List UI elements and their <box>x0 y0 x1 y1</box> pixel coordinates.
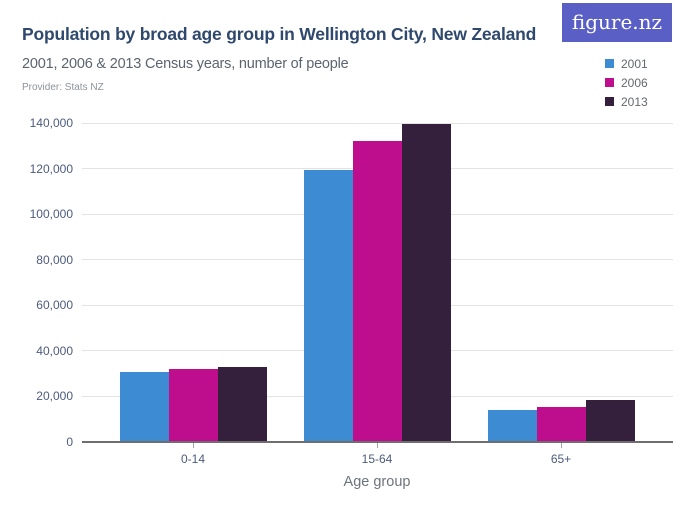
bar-2001-15-64[interactable] <box>303 170 353 442</box>
legend-label-2013: 2013 <box>621 94 648 109</box>
legend: 2001 2006 2013 <box>605 54 648 111</box>
bar-2006-0-14[interactable] <box>168 369 218 442</box>
x-axis-line <box>82 440 673 443</box>
x-tick-label-0-14: 0-14 <box>180 452 206 466</box>
gridline-140,000 <box>82 122 673 124</box>
legend-label-2006: 2006 <box>621 75 648 90</box>
y-tick-label-0: 0 <box>66 434 73 449</box>
y-tick-label-80,000: 80,000 <box>36 252 73 267</box>
legend-label-2001: 2001 <box>621 56 648 71</box>
x-tick-0-14 <box>192 442 194 448</box>
legend-swatch-2001 <box>605 59 614 68</box>
x-tick-65+ <box>560 442 562 448</box>
y-tick-label-140,000: 140,000 <box>29 116 73 130</box>
y-tick-label-120,000: 120,000 <box>29 161 73 176</box>
x-tick-label-15-64: 15-64 <box>361 452 393 466</box>
x-tick-label-65+: 65+ <box>550 452 572 466</box>
page-title: Population by broad age group in Welling… <box>22 24 537 44</box>
bar-2006-65+[interactable] <box>536 407 586 442</box>
legend-item-2006[interactable]: 2006 <box>605 73 648 92</box>
x-axis-title: Age group <box>343 474 411 490</box>
bar-2006-15-64[interactable] <box>352 140 402 442</box>
x-tick-15-64 <box>376 442 378 448</box>
y-tick-label-100,000: 100,000 <box>29 207 73 221</box>
chart-subtitle: 2001, 2006 & 2013 Census years, number o… <box>22 56 349 72</box>
y-tick-label-20,000: 20,000 <box>36 389 73 403</box>
bar-2013-0-14[interactable] <box>217 366 267 442</box>
bar-2001-0-14[interactable] <box>119 371 169 442</box>
bar-2001-65+[interactable] <box>487 409 537 442</box>
bar-2013-15-64[interactable] <box>401 123 451 442</box>
legend-swatch-2006 <box>605 78 614 87</box>
legend-item-2001[interactable]: 2001 <box>605 54 648 73</box>
figurenz-logo[interactable]: figure.nz <box>562 3 672 42</box>
y-tick-label-60,000: 60,000 <box>36 298 73 312</box>
y-tick-label-40,000: 40,000 <box>36 343 73 358</box>
figurenz-logo-text: figure.nz <box>571 10 663 34</box>
provider-label: Provider: Stats NZ <box>22 82 104 93</box>
legend-swatch-2013 <box>605 97 614 106</box>
bar-2013-65+[interactable] <box>585 400 635 442</box>
legend-item-2013[interactable]: 2013 <box>605 92 648 111</box>
